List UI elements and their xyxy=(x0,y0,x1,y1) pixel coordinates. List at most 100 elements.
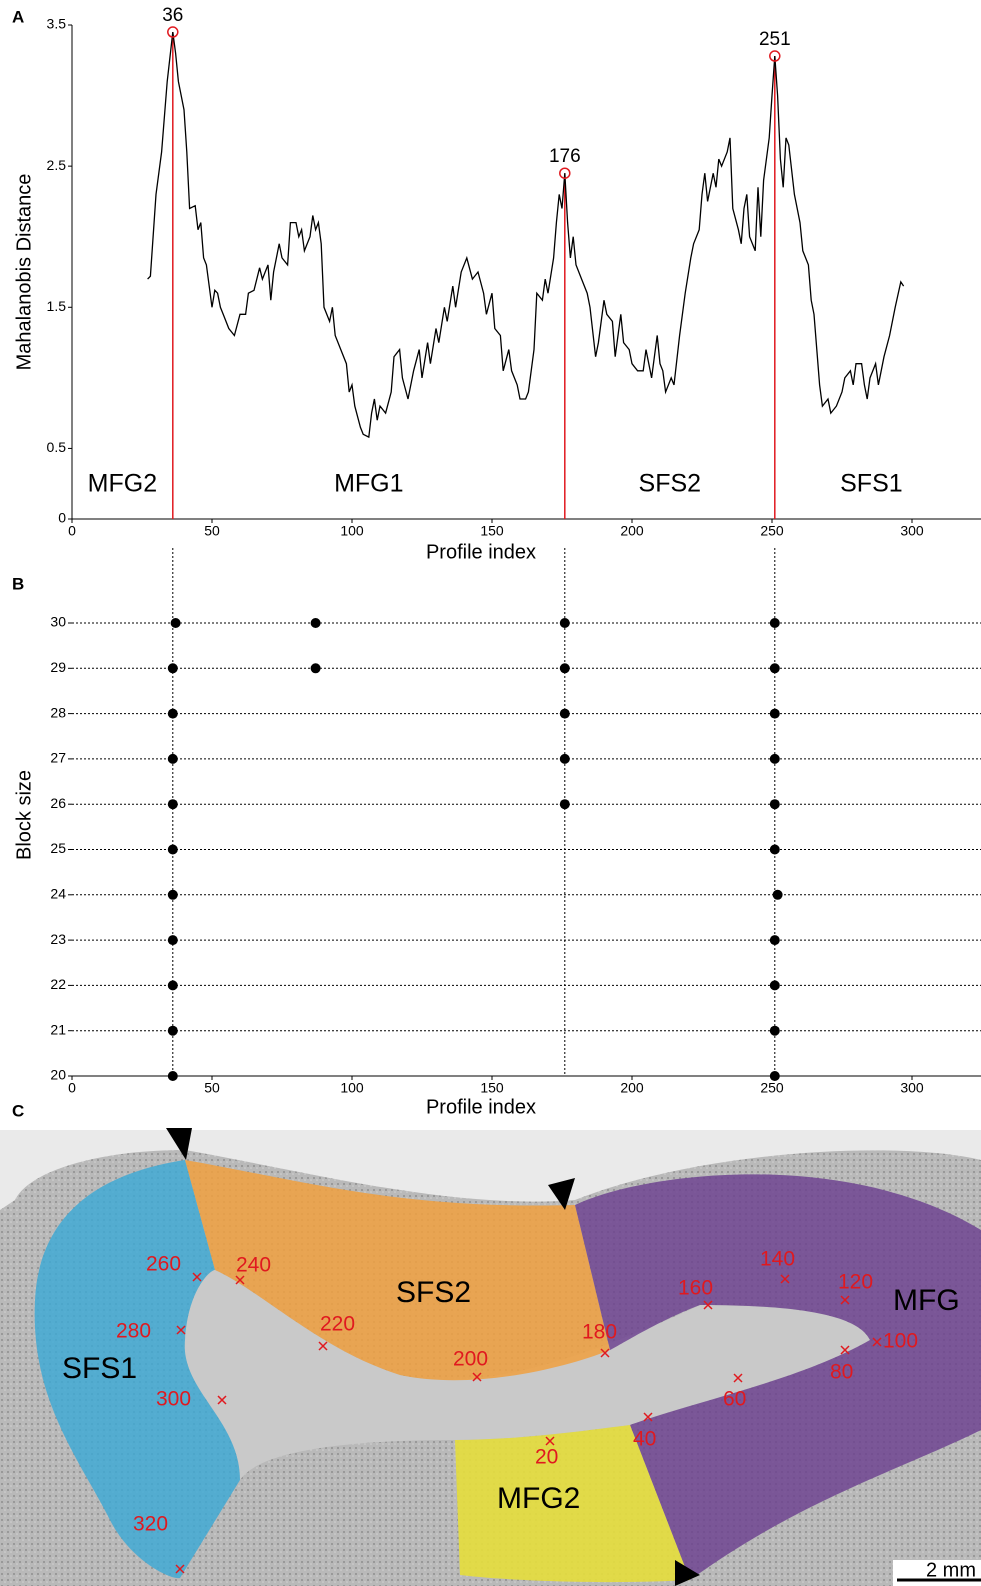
panel-label: B xyxy=(12,574,24,593)
x-axis-title: Profile index xyxy=(426,1096,536,1118)
profile-labels: 20 40 60 80 100 120 140 160 180 200 220 240 260 280 30… xyxy=(116,1248,918,1574)
profile-marker xyxy=(176,1325,186,1335)
peak-label: 176 xyxy=(549,146,581,167)
x-axis-title: Profile index xyxy=(426,541,536,563)
region-label: SFS1 xyxy=(62,1352,137,1385)
point xyxy=(769,980,780,991)
y-tick-label: 20 xyxy=(50,1067,66,1083)
y-tick-label: 21 xyxy=(50,1021,66,1037)
profile-marker xyxy=(643,1412,653,1422)
peak-marker xyxy=(167,26,179,38)
point xyxy=(769,1071,780,1081)
region-label: MFG2 xyxy=(88,470,157,498)
x-tick-label: 100 xyxy=(340,523,364,539)
x-tick-label: 0 xyxy=(68,1080,76,1096)
point xyxy=(769,663,780,674)
profile-marker xyxy=(733,1373,743,1383)
point xyxy=(167,844,178,855)
y-tick-label: 0.5 xyxy=(47,439,67,455)
profile-label: 100 xyxy=(883,1330,918,1353)
point xyxy=(559,753,570,764)
white-matter xyxy=(184,1270,871,1480)
point xyxy=(559,708,570,719)
profile-marker xyxy=(175,1564,185,1574)
profile-marker xyxy=(600,1348,610,1358)
point xyxy=(559,663,570,674)
profile-label: 240 xyxy=(236,1254,271,1277)
point xyxy=(167,708,178,719)
profile-label: 320 xyxy=(133,1513,168,1536)
point xyxy=(167,753,178,764)
profile-label: 200 xyxy=(453,1348,488,1371)
profile-marker xyxy=(472,1372,482,1382)
profile-label: 300 xyxy=(156,1388,191,1411)
profile-marker xyxy=(235,1275,245,1285)
x-tick-label: 50 xyxy=(204,1080,220,1096)
y-axis-title: Mahalanobis Distance xyxy=(13,174,35,371)
region-mfg xyxy=(575,1174,981,1580)
x-tick-label: 0 xyxy=(68,523,76,539)
region-label: SFS2 xyxy=(396,1276,471,1309)
sulcus-space xyxy=(0,1130,981,1210)
x-tick-label: 100 xyxy=(340,1080,364,1096)
point xyxy=(559,618,570,628)
region-sfs2 xyxy=(185,1160,610,1381)
region-label: SFS2 xyxy=(639,470,702,498)
profile-marker xyxy=(192,1272,202,1282)
profile-marker xyxy=(545,1436,555,1446)
y-tick-label: 29 xyxy=(50,659,66,675)
profile-label: 40 xyxy=(633,1428,656,1451)
x-tick-label: 300 xyxy=(900,523,924,539)
profile-label: 160 xyxy=(678,1277,713,1300)
scale-bar-label: 2 mm xyxy=(926,1559,976,1581)
arrowhead xyxy=(548,1178,575,1210)
point xyxy=(769,618,780,628)
profile-marker xyxy=(318,1341,328,1351)
peak-label: 251 xyxy=(759,29,791,50)
y-tick-label: 2.5 xyxy=(47,157,67,173)
y-tick-label: 3.5 xyxy=(47,16,67,32)
x-tick-label: 50 xyxy=(204,523,220,539)
region-label: MFG xyxy=(893,1284,960,1317)
profile-marker xyxy=(872,1337,882,1347)
data-line xyxy=(147,32,905,439)
profile-label: 20 xyxy=(535,1446,558,1469)
peak-label: 36 xyxy=(162,5,183,26)
profile-label: 140 xyxy=(760,1248,795,1271)
point xyxy=(769,844,780,855)
point xyxy=(769,799,780,810)
x-tick-label: 150 xyxy=(480,523,504,539)
panel-label: C xyxy=(12,1101,24,1120)
x-tick-label: 150 xyxy=(480,1080,504,1096)
region-sfs1 xyxy=(34,1160,240,1579)
profile-label: 80 xyxy=(830,1361,853,1384)
y-tick-label: 25 xyxy=(50,840,66,856)
x-tick-label: 200 xyxy=(620,1080,644,1096)
point xyxy=(769,1025,780,1036)
point xyxy=(167,1071,178,1081)
region-label: SFS1 xyxy=(840,470,903,498)
profile-label: 260 xyxy=(146,1253,181,1276)
peak-marker xyxy=(559,167,571,179)
y-tick-label: 27 xyxy=(50,750,66,766)
point xyxy=(167,980,178,991)
point xyxy=(167,1025,178,1036)
point xyxy=(772,889,783,900)
point xyxy=(769,935,780,946)
scale-bar-box xyxy=(893,1560,981,1586)
profile-label: 180 xyxy=(582,1321,617,1344)
x-tick-label: 300 xyxy=(900,1080,924,1096)
histology-image: 2 mm SFS1 SFS2 MFG MFG2 C xyxy=(0,1101,981,1586)
profile-label: 120 xyxy=(838,1271,873,1294)
x-tick-label: 250 xyxy=(760,523,784,539)
point xyxy=(167,663,178,674)
x-tick-label: 250 xyxy=(760,1080,784,1096)
y-tick-label: 30 xyxy=(50,614,66,630)
arrowhead xyxy=(166,1128,192,1160)
point xyxy=(310,618,321,628)
y-tick-label: 0 xyxy=(58,510,66,526)
point xyxy=(170,618,181,628)
point xyxy=(769,708,780,719)
profile-marker xyxy=(780,1274,790,1284)
